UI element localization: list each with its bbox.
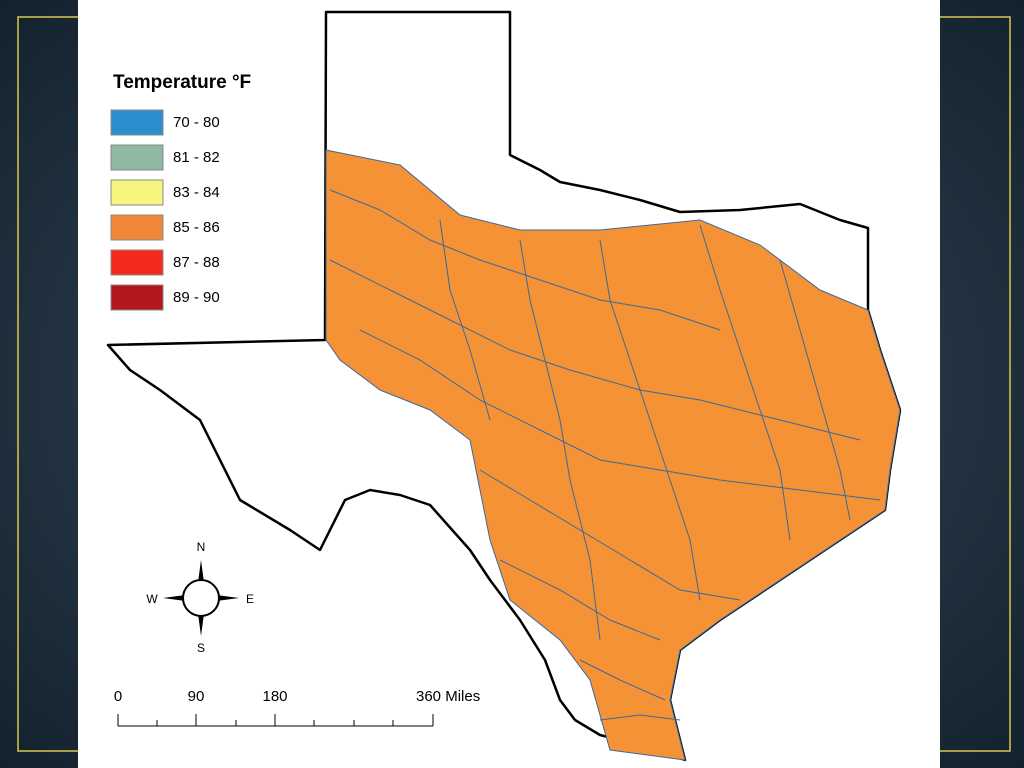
compass: N S E W [146,540,254,655]
legend-label: 85 - 86 [173,219,220,236]
legend-title: Temperature °F [113,72,251,93]
compass-label: E [246,592,254,606]
legend-swatch [110,249,164,276]
compass-label: W [146,592,158,606]
legend: 70 - 80 81 - 82 83 - 84 85 - 86 87 - 88 89 - … [110,109,220,311]
legend-swatch [110,179,164,206]
watershed-lines [329,189,881,721]
scale-label: 90 [188,688,205,705]
watershed-region [325,149,901,761]
scale-label: 0 [114,688,122,705]
legend-label: 87 - 88 [173,254,220,271]
legend-swatch [110,284,164,311]
legend-label: 89 - 90 [173,289,220,306]
legend-label: 81 - 82 [173,149,220,166]
legend-swatch [110,144,164,171]
legend-label: 83 - 84 [173,184,220,201]
legend-label: 70 - 80 [173,114,220,131]
legend-swatch [110,109,164,136]
scale-bar [117,714,434,727]
compass-label: N [197,540,206,554]
scale-label: 360 Miles [416,688,480,705]
compass-label: S [197,641,205,655]
legend-swatch [110,214,164,241]
scale-label: 180 [262,688,287,705]
